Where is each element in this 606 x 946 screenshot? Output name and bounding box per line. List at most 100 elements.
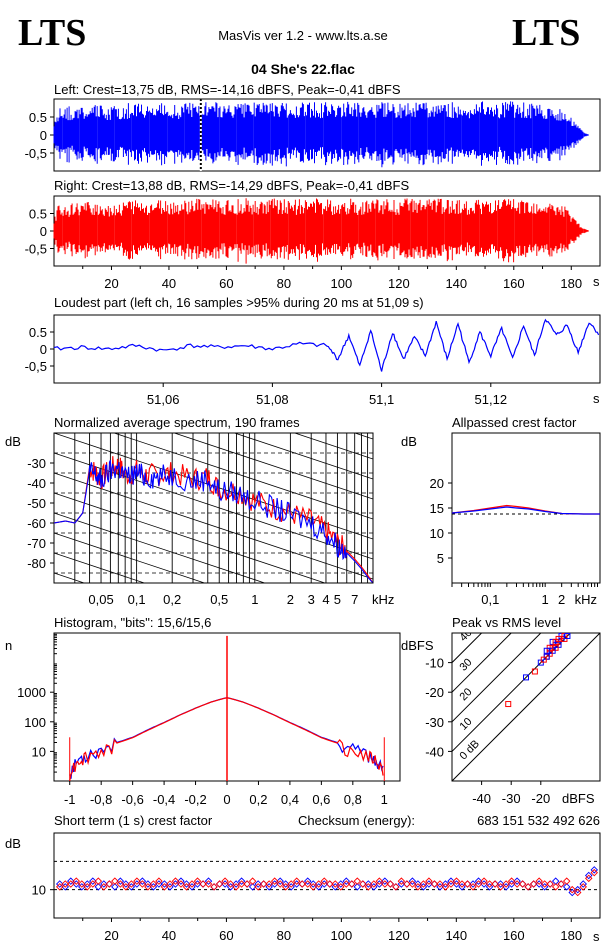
short-crest-point: [562, 883, 571, 891]
short-crest-point: [364, 883, 373, 891]
short-crest-point: [298, 880, 306, 888]
loudest-xtick-label: 51,08: [256, 392, 289, 407]
short-crest-point: [166, 880, 174, 888]
histogram-xtick-label: 0,4: [281, 792, 299, 807]
short-crest-point: [303, 880, 312, 888]
pvr-xlabel: dBFS: [562, 791, 595, 806]
spectrum-slope: [54, 552, 146, 583]
short-crest-point: [590, 868, 599, 877]
short-crest-point: [447, 880, 455, 888]
short-crest-point: [232, 883, 240, 891]
short-crest-point: [320, 877, 328, 885]
short-crest-point: [199, 880, 207, 888]
spectrum-slope: [54, 273, 373, 379]
short-crest-xtick-label: 180: [560, 928, 582, 943]
crest-ylabel: dB: [401, 434, 417, 449]
short-crest-point: [116, 880, 125, 888]
short-crest-point: [540, 880, 549, 888]
spectrum-ytick-label: -60: [27, 516, 46, 531]
short-crest-title: Short term (1 s) crest factor: [54, 813, 213, 828]
pvr-xtick-label: -40: [472, 791, 491, 806]
short-crest-point: [452, 877, 461, 885]
short-crest-point: [144, 883, 152, 891]
short-crest-point: [381, 880, 389, 888]
short-crest-xtick-label: 40: [162, 928, 176, 943]
right-xtick-label: 160: [503, 276, 525, 291]
histogram-ytick-label: 100: [24, 715, 46, 730]
short-crest-point: [359, 880, 367, 888]
short-crest-point: [535, 877, 543, 885]
short-crest-point: [513, 880, 521, 888]
short-crest-point: [127, 880, 136, 888]
file-title: 04 She's 22.flac: [251, 61, 355, 77]
pvr-diagonal-label: 20: [457, 686, 474, 703]
short-crest-point: [551, 877, 560, 885]
spectrum-xtick-label: 4: [322, 592, 329, 607]
short-crest-point: [584, 874, 593, 883]
short-crest-point: [573, 888, 582, 897]
short-crest-point: [342, 880, 351, 888]
short-crest-point: [105, 880, 114, 888]
short-crest-point: [243, 880, 251, 888]
right-xtick-label: 120: [388, 276, 410, 291]
histogram-xtick-label: 0: [223, 792, 230, 807]
short-crest-ytick-label: 10: [32, 883, 46, 898]
pvr-point: [564, 632, 571, 639]
right-ytick-label: 0.5: [29, 207, 47, 222]
spectrum-frame: [53, 432, 374, 584]
short-crest-point: [485, 880, 494, 888]
short-crest-point: [226, 880, 235, 888]
short-crest-point: [392, 883, 400, 891]
short-crest-point: [463, 880, 472, 888]
short-crest-point: [375, 877, 384, 885]
spectrum-slope: [54, 512, 266, 583]
short-crest-point: [204, 880, 213, 888]
loudest-xtick-label: 51,1: [369, 392, 394, 407]
pvr-point: [540, 656, 547, 663]
spectrum-grid: [54, 273, 373, 583]
histogram-xtick-label: 1: [381, 792, 388, 807]
spectrum-slope: [293, 433, 373, 460]
short-crest-point: [248, 877, 257, 885]
loudest-ytick-label: -0,5: [25, 359, 47, 374]
right-xtick-label: 140: [445, 276, 467, 291]
pvr-diagonal-label: 30: [457, 656, 474, 673]
short-crest-point: [155, 877, 163, 885]
histogram-xtick-label: -0,6: [121, 792, 143, 807]
histogram-xtick-label: 0,6: [312, 792, 330, 807]
spectrum-series-1: [54, 459, 373, 583]
short-crest-point: [210, 883, 218, 891]
short-crest-point: [78, 880, 86, 888]
pvr-diagonal: [452, 633, 542, 723]
spectrum-xunit: kHz: [372, 592, 394, 607]
right-waveform: [53, 198, 589, 264]
spectrum-xtick-label: 7: [351, 592, 358, 607]
short-crest-point: [72, 877, 81, 885]
short-crest-point: [171, 877, 180, 885]
histogram-xtick-label: 0,8: [344, 792, 362, 807]
short-crest-point: [562, 877, 571, 885]
short-crest-point: [100, 883, 108, 891]
short-crest-xunit: s: [593, 929, 600, 944]
short-crest-point: [337, 883, 345, 891]
pvr-point: [523, 674, 529, 681]
short-crest-point: [276, 880, 284, 888]
short-crest-xtick-label: 80: [277, 928, 291, 943]
short-crest-xtick-label: 100: [331, 928, 353, 943]
short-crest-point: [182, 883, 191, 891]
left-ytick-label: 0: [40, 128, 47, 143]
loudest-title: Loudest part (left ch, 16 samples >95% d…: [54, 295, 424, 310]
spectrum-slope: [54, 532, 206, 583]
spectrum-slope: [173, 433, 373, 500]
short-crest-point: [248, 883, 257, 891]
left-title: Left: Crest=13,75 dB, RMS=-14,16 dBFS, P…: [54, 82, 401, 97]
pvr-diagonal-label: 40: [457, 627, 474, 644]
short-crest-point: [55, 883, 64, 891]
short-crest-point: [353, 883, 362, 891]
short-crest-point: [270, 877, 279, 885]
loudest-ytick-label: 0.5: [29, 325, 47, 340]
right-xtick-label: 100: [331, 276, 353, 291]
pvr-frame: [451, 632, 601, 782]
spectrum-xtick-label: 5: [334, 592, 341, 607]
left-waveform: [53, 101, 589, 168]
